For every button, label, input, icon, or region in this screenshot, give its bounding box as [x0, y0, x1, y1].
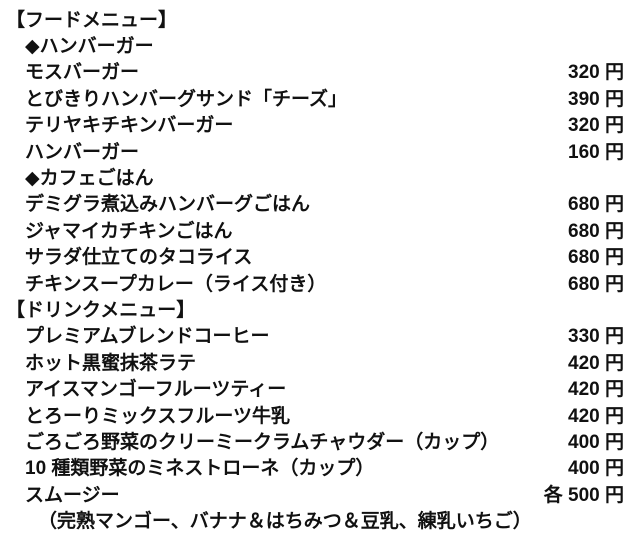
menu-row-label: ハンバーガー [25, 141, 140, 163]
menu-row-label: 【ドリンクメニュー】 [6, 300, 196, 321]
menu-row-price: 420 円 [568, 405, 624, 427]
menu-row-item: サラダ仕立てのタコライス 680 円 [0, 243, 640, 269]
menu-row-section: 【フードメニュー】 [0, 5, 640, 31]
menu-row-item: ジャマイカチキンごはん 680 円 [0, 216, 640, 242]
menu-row-label: テリヤキチキンバーガー [25, 115, 234, 137]
menu-row-item: チキンスープカレー（ライス付き） 680 円 [0, 269, 640, 295]
menu-row-item: モスバーガー 320 円 [0, 58, 640, 84]
menu-row-label: チキンスープカレー（ライス付き） [25, 273, 327, 295]
menu-row-price: 320 円 [568, 62, 624, 84]
menu-row-label: アイスマンゴーフルーツティー [25, 379, 287, 401]
menu-row-item: 10 種類野菜のミネストローネ（カップ） 400 円 [0, 454, 640, 480]
menu-row-item: ごろごろ野菜のクリーミークラムチャウダー（カップ） 400 円 [0, 427, 640, 453]
menu-row-label: スムージー [25, 484, 120, 506]
menu-row-label: 【フードメニュー】 [6, 9, 178, 31]
menu-row-label: ◆カフェごはん [25, 168, 154, 190]
menu-row-price: 330 円 [568, 326, 624, 348]
menu-row-price: 680 円 [568, 220, 624, 242]
menu-row-price: 160 円 [568, 141, 624, 163]
menu-row-price: 680 円 [568, 273, 624, 295]
menu-row-label: プレミアムブレンドコーヒー [25, 326, 270, 348]
menu-row-item: テリヤキチキンバーガー 320 円 [0, 111, 640, 137]
menu-row-label: とろーりミックスフルーツ牛乳 [25, 405, 291, 427]
menu-row-label: モスバーガー [25, 62, 140, 84]
menu-row-item: スムージー 各 500 円 [0, 480, 640, 506]
menu-row-category: ◆ハンバーガー [0, 31, 640, 57]
menu-row-item: プレミアムブレンドコーヒー 330 円 [0, 322, 640, 348]
menu-row-label: （完熟マンゴー、バナナ＆はちみつ＆豆乳、練乳いちご） [38, 511, 532, 533]
menu-row-label: ホット黒蜜抹茶ラテ [25, 352, 197, 374]
menu-row-price: 400 円 [568, 458, 624, 480]
menu-row-category: ◆カフェごはん [0, 163, 640, 189]
menu-row-item: ハンバーガー 160 円 [0, 137, 640, 163]
menu-row-label: とびきりハンバーグサンド「チーズ」 [25, 88, 348, 110]
menu-row-label: ジャマイカチキンごはん [25, 220, 233, 242]
menu-row-price: 320 円 [568, 115, 624, 137]
menu-row-item: ホット黒蜜抹茶ラテ 420 円 [0, 348, 640, 374]
menu-row-item: デミグラ煮込みハンバーグごはん 680 円 [0, 190, 640, 216]
menu-row-price: 680 円 [568, 194, 624, 216]
menu-row-item: とびきりハンバーグサンド「チーズ」 390 円 [0, 84, 640, 110]
menu-row-price: 各 500 円 [543, 484, 624, 506]
menu-row-label: デミグラ煮込みハンバーグごはん [25, 194, 311, 216]
menu-row-label: 10 種類野菜のミネストローネ（カップ） [25, 458, 375, 480]
menu-row-item: アイスマンゴーフルーツティー 420 円 [0, 374, 640, 400]
menu-row-label: ごろごろ野菜のクリーミークラムチャウダー（カップ） [25, 431, 500, 453]
menu-row-price: 400 円 [568, 431, 624, 453]
menu-row-section: 【ドリンクメニュー】 [0, 295, 640, 321]
menu-row-price: 390 円 [568, 88, 624, 110]
menu-row-note: （完熟マンゴー、バナナ＆はちみつ＆豆乳、練乳いちご） [0, 506, 640, 532]
menu-row-price: 680 円 [568, 247, 624, 269]
menu-row-label: サラダ仕立てのタコライス [25, 247, 253, 269]
menu-row-label: ◆ハンバーガー [25, 36, 154, 58]
menu-row-price: 420 円 [568, 379, 624, 401]
menu-row-price: 420 円 [568, 352, 624, 374]
menu-row-item: とろーりミックスフルーツ牛乳 420 円 [0, 401, 640, 427]
